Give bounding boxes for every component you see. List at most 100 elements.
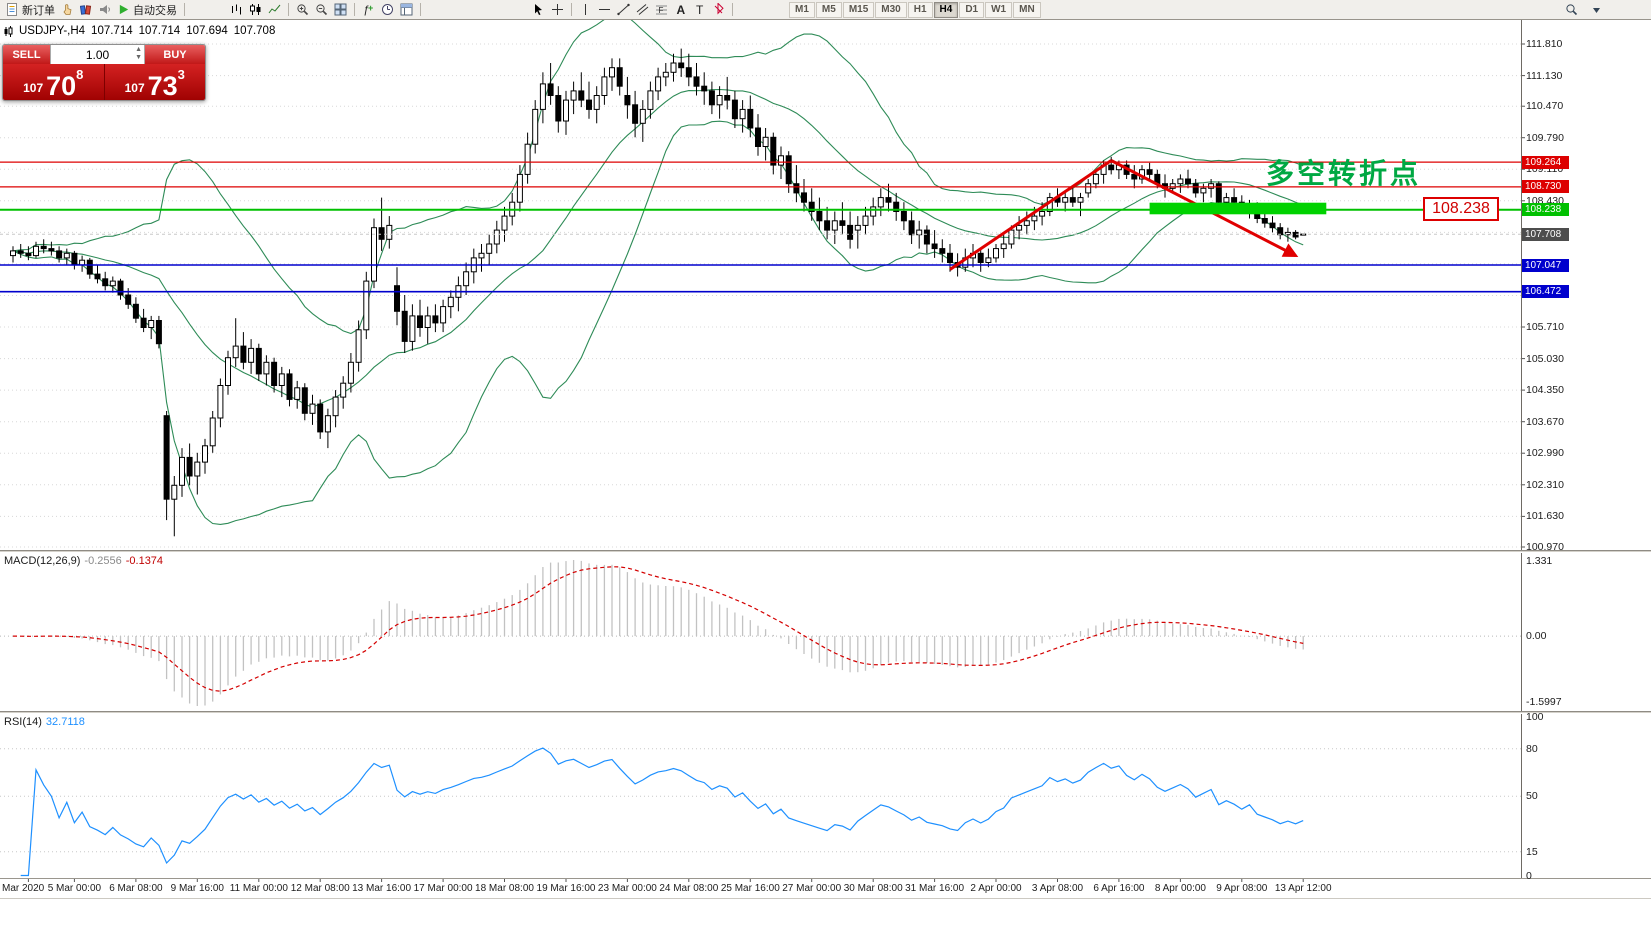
announcement-button[interactable] <box>96 1 115 18</box>
tile-windows-button[interactable] <box>331 1 350 18</box>
rsi-axis-label: 50 <box>1526 790 1538 803</box>
channel-button[interactable] <box>633 1 652 18</box>
candles-chart-button[interactable] <box>246 1 265 18</box>
tf-button-M15[interactable]: M15 <box>842 1 875 18</box>
text-icon: A <box>677 3 686 16</box>
tf-button-M1[interactable]: M1 <box>789 1 815 18</box>
horizontal-line-button[interactable] <box>595 1 614 18</box>
bars-chart-icon <box>232 4 241 15</box>
svg-text:ƒ: ƒ <box>363 4 369 16</box>
price-axis-label: 109.790 <box>1526 131 1564 144</box>
rsi-axis-label: 15 <box>1526 845 1538 858</box>
macd-axis-label: 0.00 <box>1526 630 1547 643</box>
price-axis-badge: 107.047 <box>1522 258 1569 272</box>
price-axis-label: 104.350 <box>1526 384 1564 397</box>
new-order-button[interactable]: 新订单 <box>3 1 58 18</box>
tf-button-M30[interactable]: M30 <box>875 1 907 18</box>
time-axis-label: 17 Mar 00:00 <box>413 883 473 894</box>
time-axis-label: 6 Apr 16:00 <box>1093 883 1145 894</box>
zoom-in-icon <box>297 4 309 16</box>
cursor-button[interactable] <box>529 1 548 18</box>
volume-up-arrow[interactable]: ▲ <box>135 46 142 53</box>
arrows-button[interactable] <box>709 1 728 18</box>
price-axis-badge: 109.264 <box>1522 155 1569 169</box>
indicators-button[interactable]: ƒ + <box>359 1 378 18</box>
tf-button-M5[interactable]: M5 <box>815 1 842 18</box>
price-axis-label: 109.110 <box>1526 163 1564 176</box>
volume-value: 1.00 <box>85 47 110 62</box>
volume-down-arrow[interactable]: ▼ <box>135 54 142 61</box>
time-axis-label: 3 Apr 08:00 <box>1031 883 1084 894</box>
time-axis-label: 5 Mar 00:00 <box>47 883 102 894</box>
time-axis-label: 30 Mar 08:00 <box>843 883 903 894</box>
price-axis-badge: 106.472 <box>1522 285 1569 299</box>
toolbar-separator <box>420 3 421 16</box>
templates-button[interactable] <box>397 1 416 18</box>
svg-text:A: A <box>677 3 686 16</box>
ohlc-close: 107.708 <box>233 25 276 37</box>
pane-splitter-rsi[interactable] <box>0 711 1651 714</box>
expand-button[interactable] <box>1587 1 1606 18</box>
buy-price-prefix: 107 <box>124 81 145 95</box>
toolbar-separator <box>732 3 733 16</box>
price-axis-badge: 108.730 <box>1522 180 1569 194</box>
tile-windows-icon <box>334 3 347 16</box>
one-click-top-row: SELL 1.00 ▲ ▼ BUY <box>3 45 205 64</box>
time-axis-label: 8 Apr 00:00 <box>1154 883 1206 894</box>
symbol-period: USDJPY-,H4 <box>19 25 86 37</box>
autotrading-button[interactable]: 自动交易 <box>115 1 180 18</box>
tf-button-H1[interactable]: H1 <box>907 1 933 18</box>
tf-button-MN[interactable]: MN <box>1013 1 1041 18</box>
sell-price-button[interactable]: 107 70 8 <box>3 64 105 100</box>
sell-button[interactable]: SELL <box>3 45 50 64</box>
price-axis-label: 101.630 <box>1526 510 1564 523</box>
volume-field[interactable]: 1.00 ▲ ▼ <box>50 45 145 64</box>
ohlc-low: 107.694 <box>186 25 228 37</box>
price-label-annotation[interactable]: 108.238 <box>1423 197 1499 221</box>
zoom-in-button[interactable] <box>293 1 312 18</box>
volume-steppers: ▲ ▼ <box>135 46 142 62</box>
time-axis-label: 9 Mar 16:00 <box>170 883 224 894</box>
sell-price-sup: 8 <box>76 67 84 82</box>
one-click-prices: 107 70 8 107 73 3 <box>3 64 205 100</box>
tf-button-H4[interactable]: H4 <box>933 1 959 18</box>
price-axis-badge: 107.708 <box>1522 227 1569 241</box>
price-axis-label: 102.990 <box>1526 447 1564 460</box>
macd-indicator-label: MACD(12,26,9) -0.2556 -0.1374 <box>4 555 163 567</box>
text-label-button[interactable]: T <box>690 1 709 18</box>
buy-button[interactable]: BUY <box>145 45 205 64</box>
bars-chart-button[interactable] <box>227 1 246 18</box>
time-axis-label: 18 Mar 08:00 <box>475 883 534 894</box>
books-button[interactable] <box>77 1 96 18</box>
hand-icon <box>63 4 72 15</box>
zoom-out-button[interactable] <box>312 1 331 18</box>
periods-button[interactable] <box>378 1 397 18</box>
expand-icon <box>1593 8 1600 13</box>
price-axis-border <box>1521 20 1522 878</box>
tf-button-D1[interactable]: D1 <box>959 1 985 18</box>
text-button[interactable]: A <box>671 1 690 18</box>
ohlc-open: 107.714 <box>91 25 133 37</box>
toolbar-separator <box>288 3 289 16</box>
time-axis-label: 27 Mar 00:00 <box>782 883 842 894</box>
rsi-value: 32.7118 <box>45 716 85 728</box>
buy-price-button[interactable]: 107 73 3 <box>104 64 205 100</box>
hand-button[interactable] <box>58 1 77 18</box>
vertical-line-button[interactable] <box>576 1 595 18</box>
fibonacci-button[interactable]: F <box>652 1 671 18</box>
trendline-button[interactable] <box>614 1 633 18</box>
tf-button-W1[interactable]: W1 <box>985 1 1013 18</box>
rsi-axis-label: 80 <box>1526 742 1538 755</box>
crosshair-button[interactable] <box>548 1 567 18</box>
macd-axis-label: 1.331 <box>1526 555 1553 567</box>
time-axis-label: 11 Mar 00:00 <box>229 883 288 894</box>
autotrading-label: 自动交易 <box>133 4 177 17</box>
turning-point-annotation[interactable]: 多空转折点 <box>1266 158 1422 189</box>
search-button[interactable] <box>1562 1 1581 18</box>
price-axis-label: 105.710 <box>1526 321 1564 333</box>
time-axis-border <box>0 878 1651 879</box>
pane-splitter-macd[interactable] <box>0 550 1651 553</box>
autotrading-icon <box>119 4 129 15</box>
line-chart-button[interactable] <box>265 1 284 18</box>
